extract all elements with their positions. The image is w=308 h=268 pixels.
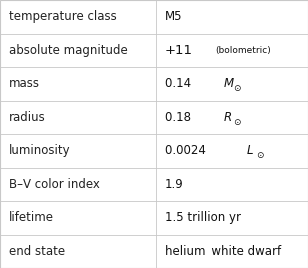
Text: 1.9: 1.9: [165, 178, 184, 191]
Text: +11: +11: [165, 44, 193, 57]
Text: R: R: [223, 111, 231, 124]
Text: M5: M5: [165, 10, 182, 23]
Text: absolute magnitude: absolute magnitude: [9, 44, 128, 57]
Text: end state: end state: [9, 245, 65, 258]
Text: ⊙: ⊙: [257, 151, 264, 160]
Text: 0.0024: 0.0024: [165, 144, 208, 157]
Text: ⊙: ⊙: [233, 84, 241, 93]
Text: 1.5 trillion yr: 1.5 trillion yr: [165, 211, 241, 224]
Text: helium white dwarf: helium white dwarf: [165, 245, 281, 258]
Text: temperature class: temperature class: [9, 10, 117, 23]
Text: 0.14: 0.14: [165, 77, 193, 90]
Text: mass: mass: [9, 77, 40, 90]
Text: luminosity: luminosity: [9, 144, 71, 157]
Text: L: L: [247, 144, 253, 157]
Text: lifetime: lifetime: [9, 211, 54, 224]
Text: (bolometric): (bolometric): [216, 46, 271, 55]
Text: 0.18: 0.18: [165, 111, 193, 124]
Text: ⊙: ⊙: [233, 118, 241, 127]
Text: B–V color index: B–V color index: [9, 178, 100, 191]
Text: radius: radius: [9, 111, 46, 124]
Text: M: M: [223, 77, 233, 90]
